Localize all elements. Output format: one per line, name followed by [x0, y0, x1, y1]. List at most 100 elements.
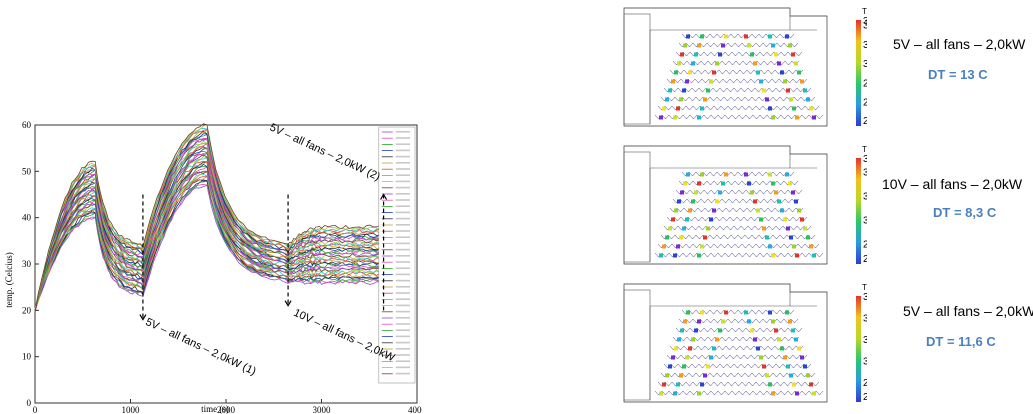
sensor-marker	[774, 52, 778, 57]
rack-row	[678, 318, 799, 324]
sensor-marker	[789, 235, 793, 240]
legend-entry	[395, 143, 410, 145]
y-axis-label: temp. (Celcius)	[4, 252, 14, 308]
legend-entry	[395, 317, 410, 319]
sensor-marker	[744, 172, 748, 177]
sensor-marker	[686, 310, 690, 315]
map-door	[623, 289, 651, 401]
sensor-marker	[662, 244, 666, 249]
thermal-map-3: T37.5 35 32.5 30 27.5 25.9	[623, 283, 867, 403]
sensor-marker	[685, 79, 689, 84]
sensor-marker	[679, 235, 683, 240]
sensor-marker	[800, 217, 804, 222]
sensor-marker	[762, 364, 766, 369]
legend-entry	[395, 149, 410, 152]
sensor-marker	[785, 34, 789, 39]
sensor-marker	[777, 199, 781, 204]
color-scale-title: T	[862, 145, 867, 154]
sensor-marker	[771, 253, 775, 258]
sensor-marker	[659, 115, 663, 120]
rack-row	[681, 171, 795, 177]
rack-row	[675, 51, 803, 57]
sensor-marker	[677, 199, 681, 204]
sensor-marker	[800, 355, 804, 360]
sensor-marker	[659, 253, 663, 258]
panel-1-dt: DT = 13 C	[928, 67, 988, 82]
sensor-marker	[706, 88, 710, 93]
legend-entry	[395, 205, 410, 207]
sensor-marker	[771, 319, 775, 324]
sensor-marker	[700, 106, 704, 111]
thermal-map-panel-1: T35.635 32.5 30 27.5 25 22.6	[622, 6, 867, 134]
color-scale-tick: 30	[863, 357, 867, 368]
color-scale-tick: 37.5	[863, 292, 867, 303]
sensor-marker	[694, 52, 698, 57]
y-tick-label: 40	[22, 213, 32, 223]
sensor-marker	[697, 115, 701, 120]
sensor-marker	[765, 97, 769, 102]
y-tick-label: 50	[22, 166, 32, 176]
sensor-marker	[718, 328, 722, 333]
legend-entry	[395, 131, 410, 133]
sensor-marker	[697, 181, 701, 186]
color-scale-tick: 26.8	[863, 254, 867, 265]
y-tick-label: 10	[22, 352, 32, 362]
rack-row	[678, 42, 799, 48]
sensor-marker	[747, 181, 751, 186]
sensor-marker	[759, 355, 763, 360]
sensor-marker	[768, 382, 772, 387]
rack-row	[681, 33, 795, 39]
sensor-marker	[679, 97, 683, 102]
sensor-marker	[768, 244, 772, 249]
sensor-marker	[786, 364, 790, 369]
sensor-marker	[791, 52, 795, 57]
legend-entry	[395, 248, 410, 251]
legend-entry	[395, 155, 410, 158]
sensor-marker	[697, 43, 701, 48]
sensor-marker	[674, 70, 678, 75]
sensor-marker	[715, 199, 719, 204]
sensor-marker	[768, 106, 772, 111]
sensor-marker	[750, 190, 754, 195]
sensor-marker	[676, 382, 680, 387]
sensor-marker	[676, 244, 680, 249]
legend-entry	[395, 242, 410, 245]
sensor-marker	[688, 346, 692, 351]
sensor-marker	[686, 34, 690, 39]
sensor-marker	[665, 97, 669, 102]
sensor-marker	[797, 70, 801, 75]
color-scale-tick: 22.6	[863, 116, 867, 127]
thermal-map-1: T35.635 32.5 30 27.5 25 22.6	[623, 7, 867, 127]
legend-entry	[395, 267, 410, 269]
rack-row	[654, 252, 824, 258]
sensor-marker	[682, 226, 686, 231]
sensor-marker	[794, 199, 798, 204]
sensor-marker	[803, 364, 807, 369]
sensor-marker	[783, 217, 787, 222]
sensor-marker	[762, 226, 766, 231]
rack-row	[672, 198, 800, 204]
sensor-marker	[800, 79, 804, 84]
legend-entry	[395, 199, 410, 201]
legend-entry	[395, 236, 410, 238]
sensor-marker	[677, 337, 681, 342]
legend-entry	[395, 168, 410, 170]
sensor-marker	[712, 346, 716, 351]
rack-row	[672, 60, 800, 66]
sensor-marker	[668, 88, 672, 93]
sensor-marker	[679, 373, 683, 378]
thermal-map-panel-3: T37.5 35 32.5 30 27.5 25.9	[622, 282, 867, 410]
sensor-marker	[783, 79, 787, 84]
sensor-marker	[662, 382, 666, 387]
sensor-marker	[673, 391, 677, 396]
sensor-marker	[715, 337, 719, 342]
sensor-marker	[753, 337, 757, 342]
legend-entry	[395, 329, 410, 331]
sensor-marker	[671, 217, 675, 222]
sensor-marker	[771, 43, 775, 48]
legend-entry	[395, 261, 410, 263]
sensor-marker	[803, 88, 807, 93]
map-door	[623, 13, 651, 125]
y-tick-label: 60	[22, 120, 32, 130]
annotation-arrowhead	[284, 300, 292, 307]
